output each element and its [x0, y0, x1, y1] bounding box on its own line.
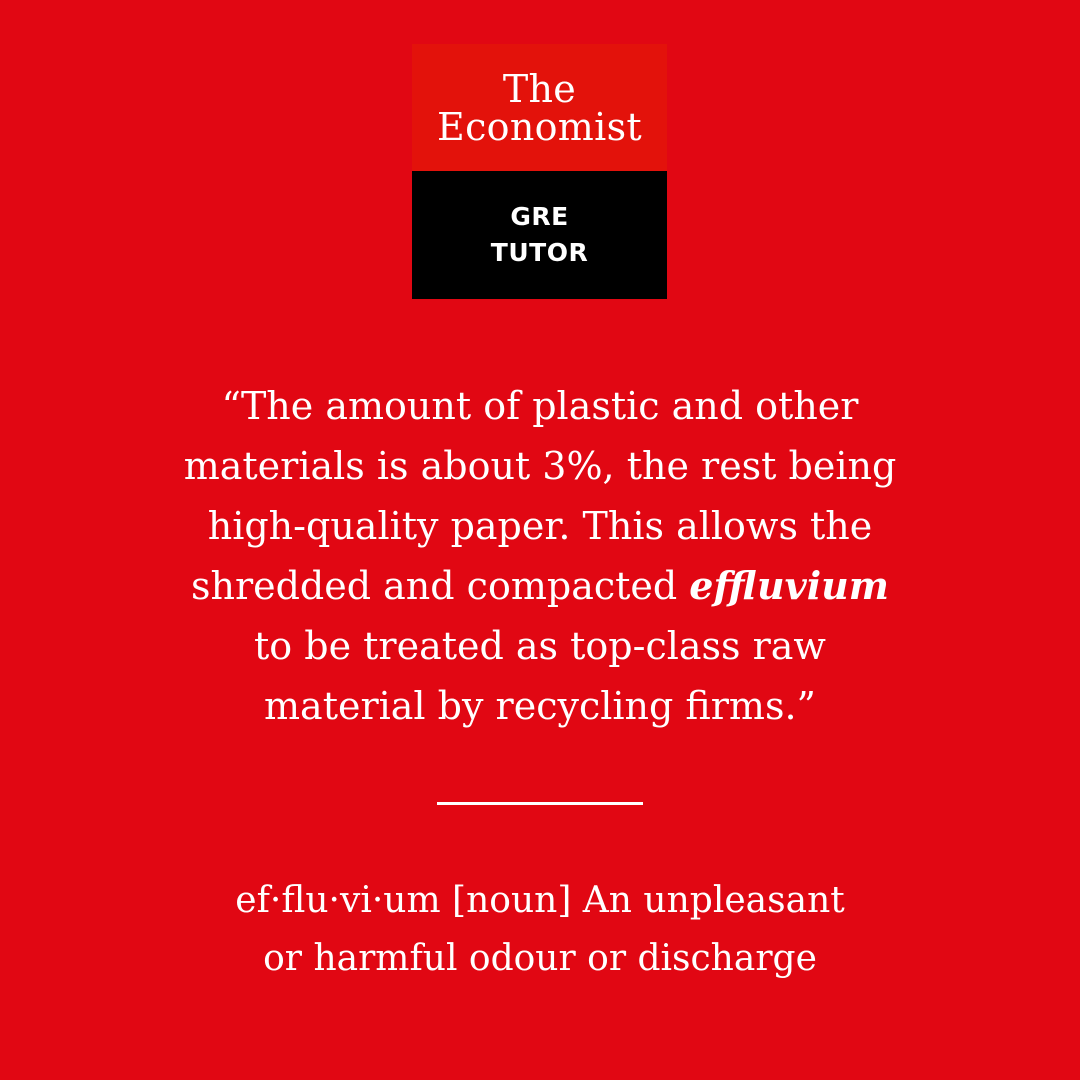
- logo-product-panel: GRE TUTOR: [412, 171, 667, 299]
- section-divider: [437, 802, 643, 805]
- quote-line-4: shredded and compacted effluvium: [110, 556, 970, 616]
- word-definition: ef·flu·vi·um [noun] An unpleasant or har…: [110, 872, 970, 988]
- logo-brand-panel: The Economist: [412, 44, 667, 171]
- logo-product-line-1: GRE: [510, 202, 569, 231]
- quote-line-1: “The amount of plastic and other: [221, 384, 859, 428]
- definition-line-1: ef·flu·vi·um [noun] An unpleasant: [235, 880, 845, 921]
- logo-product-line-2: TUTOR: [490, 238, 589, 267]
- quote-line-2: materials is about 3%, the rest being: [183, 444, 897, 488]
- example-quote: “The amount of plastic and other materia…: [110, 376, 970, 736]
- quote-line-3: high-quality paper. This allows the: [207, 504, 873, 548]
- quote-line-5: to be treated as top-class raw: [254, 624, 826, 668]
- quote-line-4-text: shredded and compacted: [190, 564, 690, 608]
- definition-line-2: or harmful odour or discharge: [263, 938, 817, 979]
- logo-brand-line-2: Economist: [437, 104, 642, 149]
- economist-gre-tutor-logo: The Economist GRE TUTOR: [412, 44, 667, 299]
- highlighted-vocab-word: effluvium: [689, 563, 890, 608]
- quote-line-6: material by recycling firms.”: [264, 684, 816, 728]
- logo-brand-line-1: The: [502, 66, 577, 111]
